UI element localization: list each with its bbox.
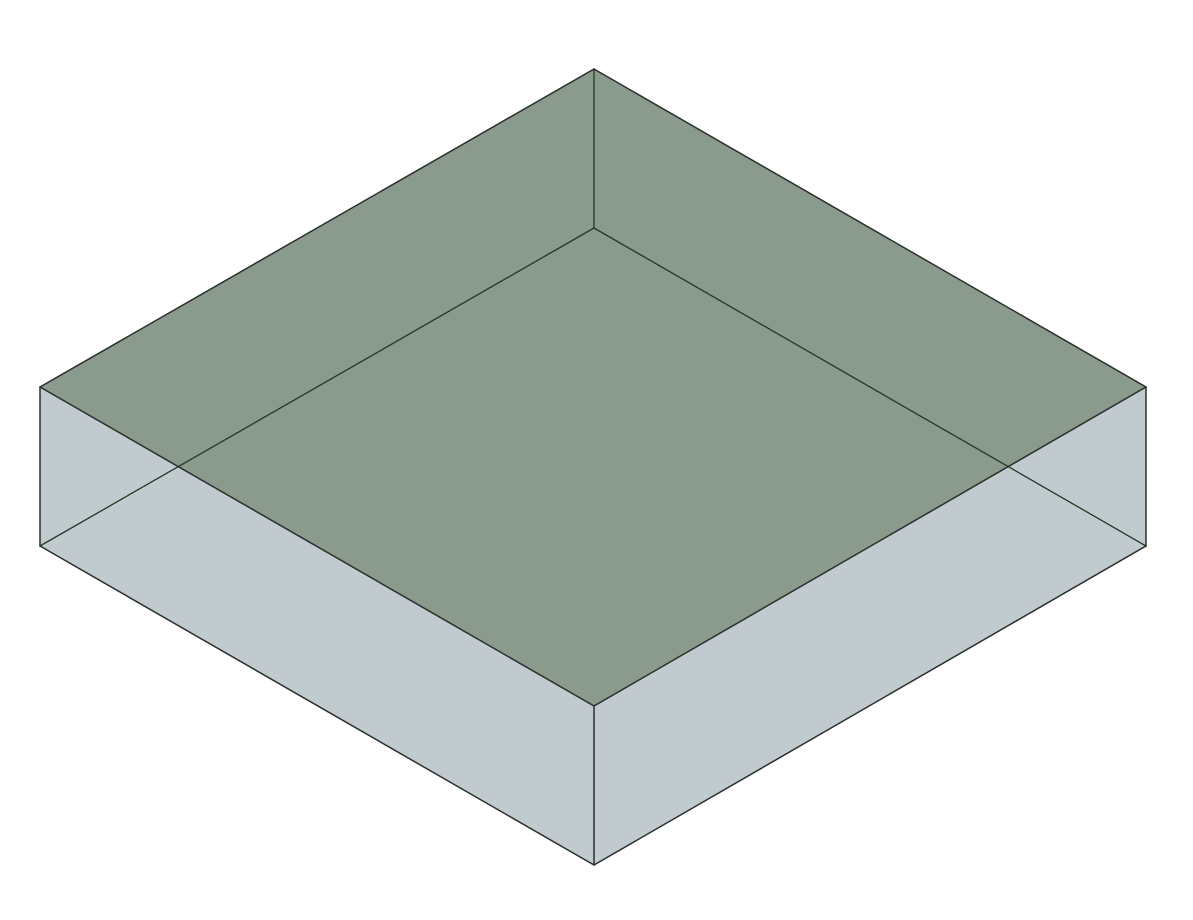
right-front-face (594, 387, 1146, 865)
hidden-edge-right (593, 227, 1147, 547)
edge-front-right (593, 386, 1147, 707)
edge-front-left (39, 386, 595, 707)
edge-bottom-left (39, 545, 595, 866)
edge-top-left (39, 68, 595, 388)
edge-top-right (593, 68, 1147, 388)
left-front-face (40, 387, 594, 865)
edge-bottom-right (593, 545, 1147, 866)
hidden-edge-left (39, 227, 595, 547)
